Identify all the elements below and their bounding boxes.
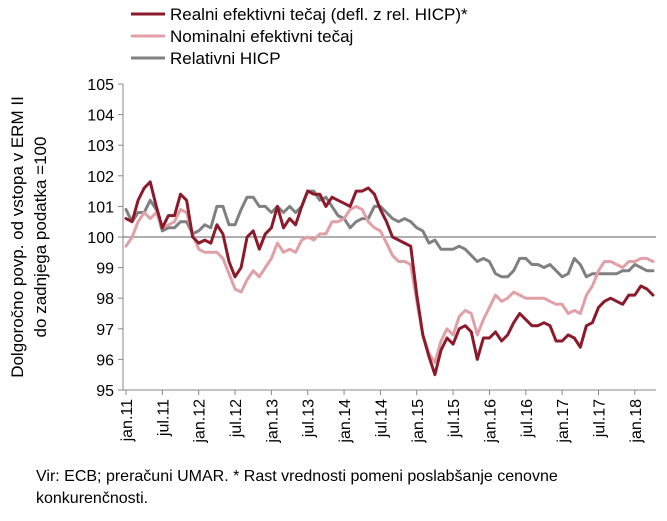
series-line-3 (124, 189, 655, 279)
y-tick-label: 95 (96, 383, 114, 400)
legend: Realni efektivni tečaj (defl. z rel. HIC… (131, 5, 468, 68)
x-tick-label: jul.17 (591, 399, 608, 438)
x-axis: jan.11 jul.11 jan.12 jul.12 jan.13 jul.13 jan.… (119, 389, 656, 444)
y-tick-label: 99 (96, 261, 114, 278)
legend-label-2: Nominalni efektivni tečaj (170, 27, 353, 46)
x-tick-label: jul.11 (155, 399, 172, 437)
x-tick-label: jul.15 (446, 399, 463, 438)
y-tick-label: 98 (96, 291, 114, 308)
x-tick-label: jul.12 (228, 399, 245, 438)
x-tick-label: jul.16 (519, 399, 536, 438)
x-tick-label: jan.17 (555, 399, 572, 444)
y-axis-title-line2: do zadnjega podatka =100 (31, 137, 50, 338)
y-tick-label: 101 (87, 199, 114, 216)
x-tick-label: jul.14 (373, 399, 390, 438)
x-tick-label: jan.13 (264, 399, 281, 444)
legend-label-1: Realni efektivni tečaj (defl. z rel. HIC… (170, 5, 468, 24)
x-tick-label: jan.11 (119, 399, 136, 443)
x-tick-label: jan.15 (410, 399, 427, 444)
x-tick-label: jan.14 (337, 399, 354, 444)
y-tick-label: 104 (87, 108, 114, 125)
x-tick-label: jan.16 (482, 399, 499, 444)
y-tick-label: 103 (87, 138, 114, 155)
y-tick-label: 102 (87, 169, 114, 186)
y-tick-label: 97 (96, 322, 114, 339)
y-axis: 95 96 97 98 99 100 101 102 103 104 105 (87, 77, 124, 400)
plot-area (123, 180, 656, 377)
line-chart: Realni efektivni tečaj (defl. z rel. HIC… (8, 5, 656, 444)
x-tick-label: jul.13 (301, 399, 318, 438)
source-note: Vir: ECB; preračuni UMAR. * Rast vrednos… (36, 468, 558, 507)
series-line-2 (124, 204, 655, 364)
y-tick-label: 105 (87, 77, 114, 94)
y-axis-title-line1: Dolgoročno povp. od vstopa v ERM II (8, 96, 27, 378)
series-line-1 (124, 180, 655, 377)
y-axis-title: Dolgoročno povp. od vstopa v ERM II do z… (8, 96, 50, 378)
y-tick-label: 96 (96, 352, 114, 369)
x-tick-label: jan.12 (192, 399, 209, 444)
legend-label-3: Relativni HICP (170, 49, 281, 68)
x-tick-label: jan.18 (628, 399, 645, 444)
y-tick-label: 100 (87, 230, 114, 247)
